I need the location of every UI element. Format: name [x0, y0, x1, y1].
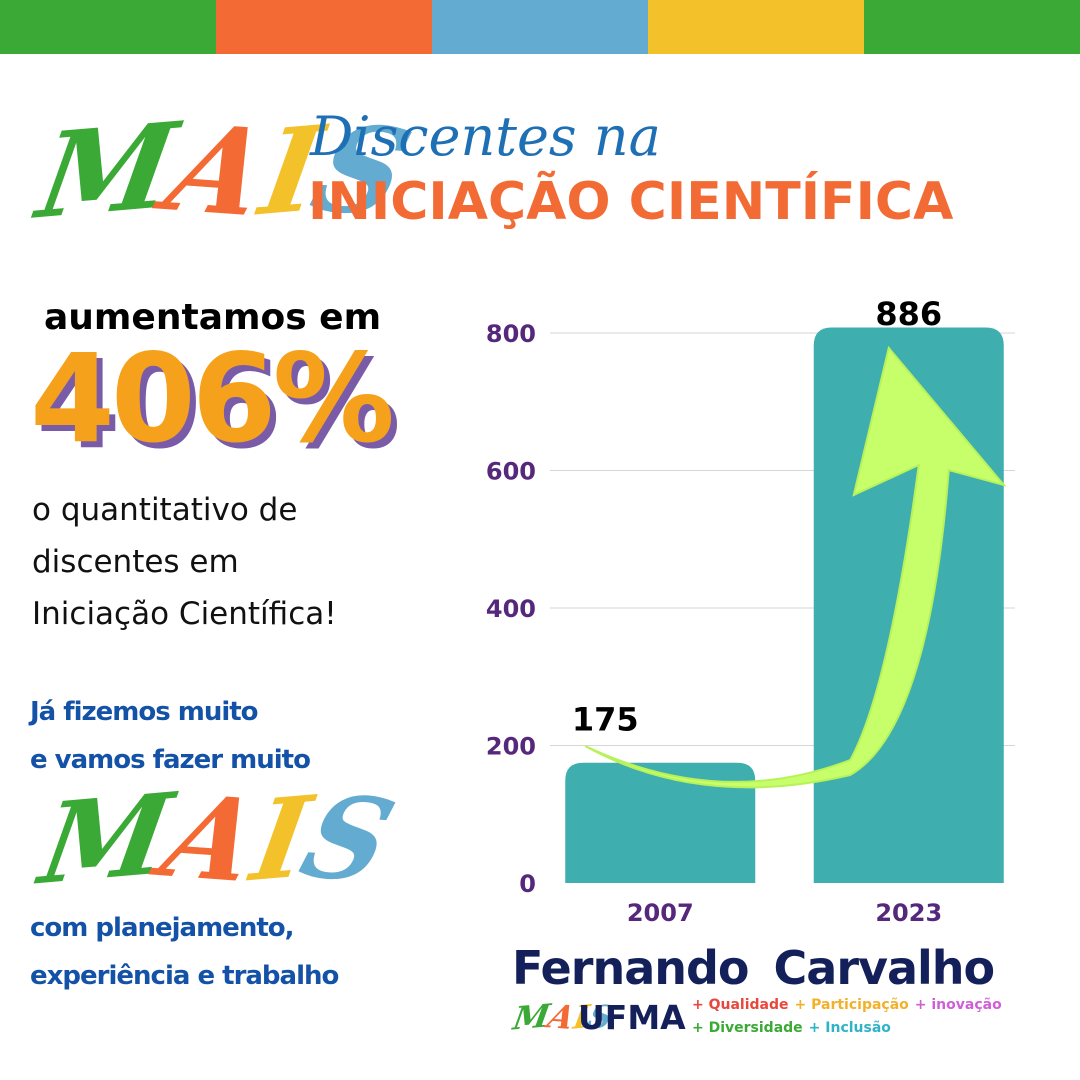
lead-text: aumentamos em	[44, 297, 382, 338]
header-main-line: INICIAÇÃO CIENTÍFICA	[308, 172, 954, 232]
value-label: 886	[875, 295, 942, 333]
top-color-stripes	[0, 0, 1080, 54]
tag-item: + inovação	[914, 997, 1002, 1013]
tag-item: + Participação	[794, 997, 909, 1013]
tag-item: + Diversidade	[692, 1020, 803, 1036]
percent-highlight: 406%	[30, 328, 395, 470]
desc-line: Iniciação Científica!	[32, 596, 337, 632]
slogan-line: e vamos fazer muito	[30, 745, 311, 775]
tag-item: + Qualidade	[692, 997, 789, 1013]
stripe-green-2	[864, 0, 1080, 54]
x-tick-label: 2023	[875, 899, 942, 927]
slogan-line: com planejamento,	[30, 913, 295, 943]
y-tick-label: 400	[486, 595, 536, 623]
y-tick-label: 0	[519, 870, 536, 898]
y-tick-label: 600	[486, 458, 536, 486]
slogan-line: experiência e trabalho	[30, 961, 339, 991]
tags-line-2: + Diversidade + Inclusão	[692, 1021, 891, 1035]
x-tick-label: 2007	[627, 899, 694, 927]
slogan-part-1: Já fizemos muito e vamos fazer muito	[30, 688, 311, 784]
stripe-yellow	[648, 0, 864, 54]
y-tick-label: 200	[486, 733, 536, 761]
first-name: Fernando	[512, 941, 750, 995]
slogan-mais-logo: MAIS	[32, 769, 408, 910]
last-name: Carvalho	[773, 941, 996, 995]
stripe-orange	[216, 0, 432, 54]
slogan-line: Já fizemos muito	[30, 697, 259, 727]
candidate-name: Fernando Carvalho	[512, 945, 995, 991]
y-tick-label: 800	[486, 320, 536, 348]
desc-line: o quantitativo de	[32, 492, 298, 528]
value-label: 175	[572, 701, 639, 739]
tag-item: + Inclusão	[808, 1020, 891, 1036]
header-script-line: Discentes na	[310, 105, 661, 168]
desc-line: discentes em	[32, 544, 239, 580]
stripe-blue	[432, 0, 648, 54]
bar-chart: 0 200 400 600 800 175 2007 886 2023	[486, 295, 1015, 927]
tags-line-1: + Qualidade + Participação + inovação	[692, 998, 1002, 1012]
stripe-green	[0, 0, 216, 54]
growth-arrow-icon	[584, 345, 1007, 789]
description: o quantitativo de discentes em Iniciação…	[32, 484, 432, 640]
ufma-label: UFMA	[578, 998, 686, 1037]
bar-2007	[565, 762, 756, 883]
slogan-part-2: com planejamento, experiência e trabalho	[30, 904, 339, 1000]
